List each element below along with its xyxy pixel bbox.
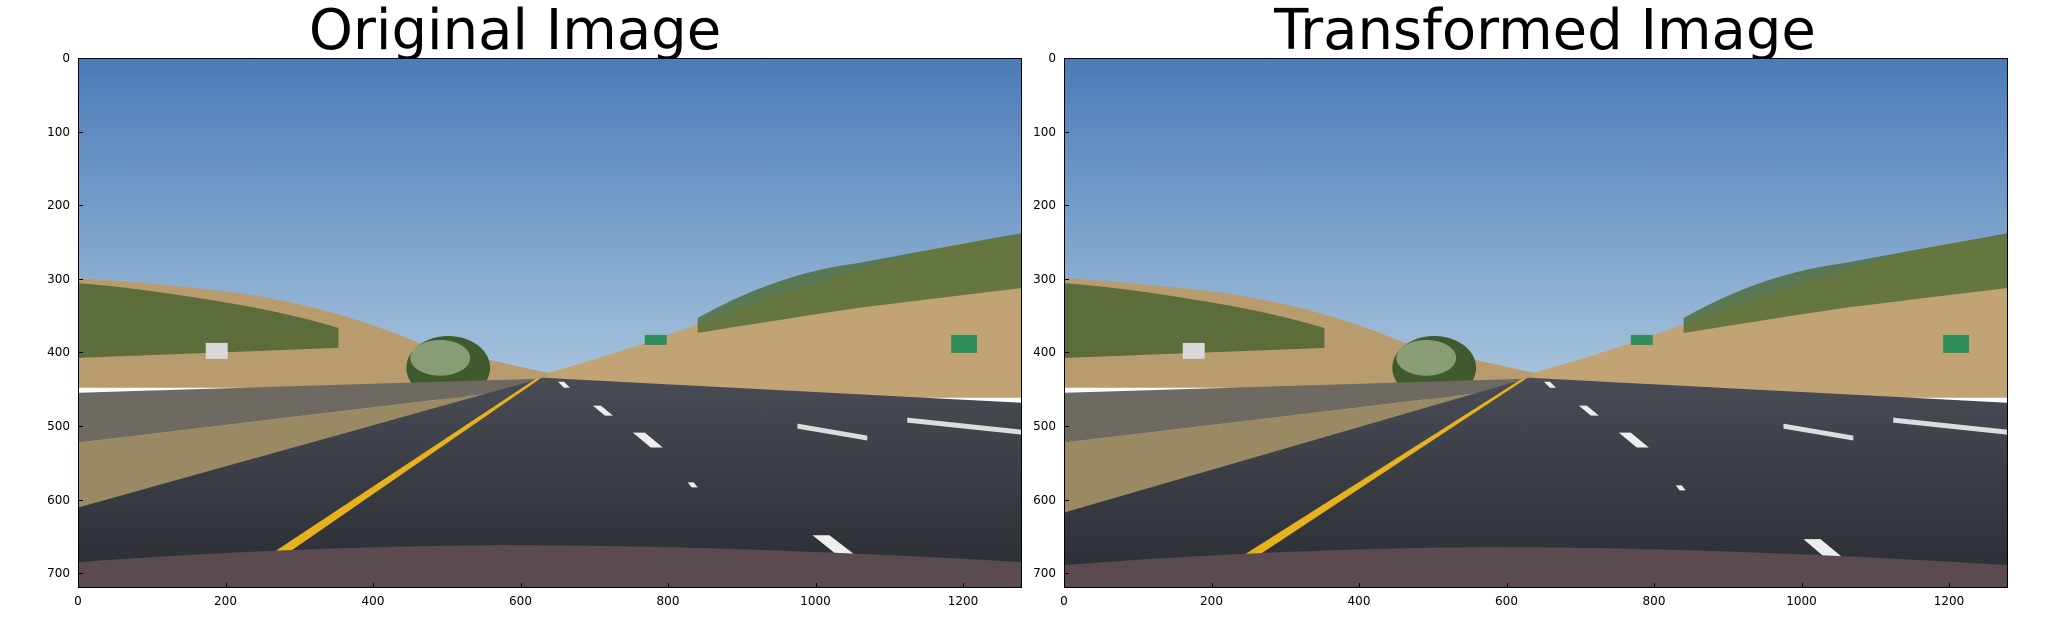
transformed-y-tick-label: 700: [1033, 566, 1056, 581]
transformed-y-tick-mark: [1064, 573, 1069, 575]
original-y-tick-mark: [78, 58, 83, 59]
original-x-tick-label: 0: [74, 594, 82, 608]
original-y-tick-mark: [78, 573, 83, 575]
original-y-tick-mark: [78, 499, 83, 501]
transformed-image-title: Transformed Image: [1274, 0, 1816, 63]
transformed-y-tick-label: 200: [1033, 198, 1056, 213]
original-y-tick-mark: [78, 205, 83, 207]
transformed-x-tick-label: 1200: [1933, 594, 1965, 608]
transformed-x-tick-mark: [1506, 583, 1508, 588]
original-x-tick-mark: [668, 583, 669, 588]
transformed-x-tick-mark: [1064, 583, 1065, 588]
original-y-tick-mark: [78, 426, 83, 428]
original-y-tick-label: 500: [47, 419, 70, 434]
transformed-y-tick-label: 100: [1033, 124, 1056, 139]
transformed-y-tick-mark: [1064, 426, 1069, 428]
original-y-tick-mark: [78, 278, 83, 280]
transformed-y-tick-mark: [1064, 352, 1069, 354]
transformed-y-tick-label: 600: [1033, 492, 1056, 507]
transformed-y-tick-label: 0: [1048, 51, 1056, 65]
original-x-tick-mark: [225, 583, 227, 588]
transformed-x-tick-mark: [1359, 583, 1360, 588]
original-y-tick-label: 100: [47, 124, 70, 139]
original-y-tick-label: 400: [47, 345, 70, 360]
original-x-tick-label: 600: [509, 594, 532, 608]
original-x-tick-label: 1000: [800, 594, 831, 608]
original-y-tick-label: 200: [47, 198, 70, 213]
original-x-tick-label: 800: [656, 594, 680, 608]
original-image-title: Original Image: [308, 0, 722, 63]
original-x-tick-mark: [78, 583, 79, 588]
transformed-x-tick-label: 0: [1060, 594, 1068, 608]
transformed-y-tick-mark: [1064, 131, 1069, 133]
original-y-tick-label: 0: [62, 51, 70, 65]
original-image: [78, 58, 1022, 588]
transformed-y-tick-mark: [1064, 58, 1069, 59]
transformed-y-tick-label: 300: [1033, 271, 1056, 286]
original-y-tick-label: 300: [47, 271, 70, 286]
transformed-y-tick-mark: [1064, 499, 1069, 501]
transformed-x-tick-label: 600: [1495, 594, 1518, 608]
transformed-x-tick-label: 400: [1347, 594, 1371, 608]
transformed-x-tick-mark: [1801, 583, 1803, 588]
transformed-x-tick-mark: [1654, 583, 1655, 588]
transformed-x-tick-mark: [1949, 583, 1950, 588]
transformed-image: [1064, 58, 2008, 588]
original-x-tick-mark: [520, 583, 522, 588]
original-x-tick-label: 400: [361, 594, 385, 608]
original-y-tick-mark: [78, 131, 83, 133]
transformed-x-tick-label: 800: [1642, 594, 1666, 608]
transformed-x-tick-label: 200: [1200, 594, 1223, 608]
original-x-tick-label: 200: [214, 594, 237, 608]
original-y-tick-mark: [78, 352, 83, 354]
original-y-tick-label: 700: [47, 566, 70, 581]
transformed-x-tick-mark: [1211, 583, 1213, 588]
original-x-tick-label: 1200: [947, 594, 979, 608]
original-image-panel: Original Image: [78, 0, 1022, 588]
transformed-y-tick-mark: [1064, 205, 1069, 207]
transformed-image-panel: Transformed Image: [1030, 0, 2060, 636]
transformed-road-scene: [1065, 59, 2007, 587]
transformed-y-tick-mark: [1064, 278, 1069, 280]
transformed-x-tick-label: 1000: [1786, 594, 1817, 608]
original-y-tick-label: 600: [47, 492, 70, 507]
original-road-scene: [79, 59, 1021, 587]
original-x-tick-mark: [815, 583, 817, 588]
transformed-y-tick-label: 500: [1033, 419, 1056, 434]
transformed-y-tick-label: 400: [1033, 345, 1056, 360]
original-x-tick-mark: [963, 583, 964, 588]
original-x-tick-mark: [373, 583, 374, 588]
